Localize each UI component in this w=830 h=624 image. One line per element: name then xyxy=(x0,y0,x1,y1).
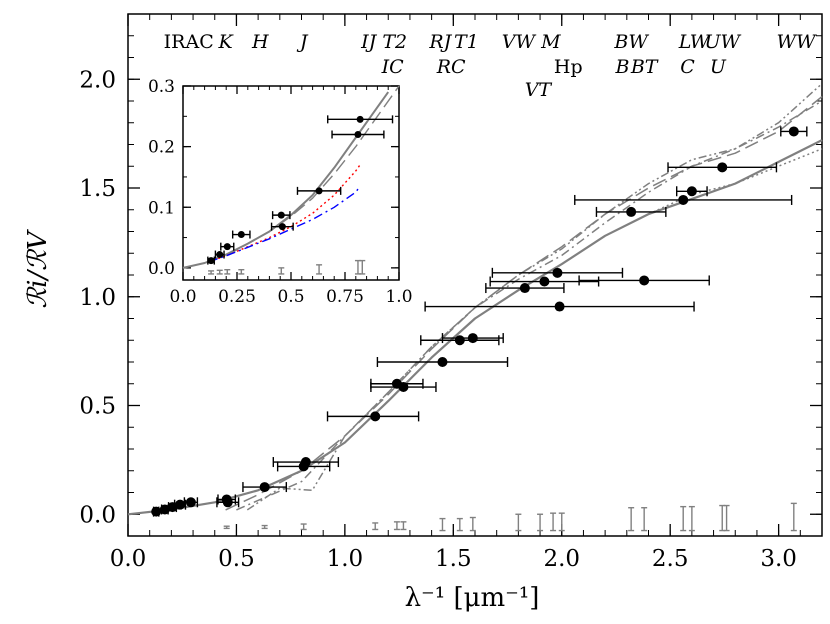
inset-y-tick-label: 0.2 xyxy=(148,138,175,158)
y-tick-label: 0.0 xyxy=(79,502,116,528)
band-label: UW xyxy=(704,31,741,53)
data-point xyxy=(539,276,550,287)
model-curve-solid xyxy=(127,139,823,516)
x-tick-label: 0.0 xyxy=(110,546,147,572)
data-point xyxy=(686,186,697,197)
inset-x-tick-label: 1.0 xyxy=(385,287,412,307)
inset-x-tick-label: 0.25 xyxy=(218,287,256,307)
band-label: RC xyxy=(436,56,466,78)
band-label: Hp xyxy=(554,56,583,78)
model-curve-dotted xyxy=(648,148,823,215)
y-tick-label: 2.0 xyxy=(79,67,116,93)
band-label: H xyxy=(251,31,269,53)
inset-data-point xyxy=(356,115,364,123)
inset-x-tick-label: 0.5 xyxy=(277,287,304,307)
model-curve-dashdotdot xyxy=(246,83,823,511)
x-tick-label: 1.0 xyxy=(327,546,364,572)
inset-plot: 0.0 0.25 0.5 0.75 1.0 0.0 0.1 0.2 0.3 xyxy=(148,77,413,307)
inset-model-curve-dashdot xyxy=(208,185,361,263)
data-point xyxy=(159,504,170,515)
x-axis-label: λ⁻¹ [μm⁻¹] xyxy=(405,583,540,613)
inset-data-point xyxy=(354,131,362,138)
data-point xyxy=(788,126,799,137)
inset-y-tick-label: 0.0 xyxy=(148,259,175,279)
inset-data-point xyxy=(237,231,245,239)
band-label: IJ xyxy=(360,31,378,53)
data-point xyxy=(437,357,448,367)
data-point xyxy=(259,482,270,493)
band-label: BW xyxy=(613,31,649,53)
inset-data-point xyxy=(315,187,323,195)
band-label: T1 xyxy=(454,31,479,53)
band-label: VW xyxy=(502,31,537,53)
x-tick-label: 2.0 xyxy=(543,546,580,572)
inset-data-point xyxy=(278,223,286,231)
band-label: BT xyxy=(630,56,659,78)
inset-data-point xyxy=(207,257,215,265)
x-tick-label: 2.5 xyxy=(652,546,689,572)
x-tick-label: 1.5 xyxy=(435,546,472,572)
y-tick-label: 1.5 xyxy=(79,176,116,202)
data-point xyxy=(717,162,728,173)
band-label: RJ xyxy=(428,31,452,53)
data-point xyxy=(185,497,196,508)
y-tick-label: 1.0 xyxy=(79,285,116,311)
band-label: IC xyxy=(381,56,405,78)
band-label: J xyxy=(296,31,309,53)
band-label: C xyxy=(680,56,695,78)
inset-y-tick-label: 0.3 xyxy=(148,77,175,97)
band-label: U xyxy=(710,56,727,78)
data-point xyxy=(300,457,311,468)
data-point xyxy=(151,506,162,517)
band-label: WW xyxy=(776,31,817,53)
data-point xyxy=(175,499,186,510)
inset-data-point xyxy=(216,251,224,259)
x-tick-label: 3.0 xyxy=(760,546,797,572)
model-curve-longdash xyxy=(225,96,823,511)
data-point xyxy=(454,335,465,346)
inset-x-tick-label: 0.75 xyxy=(326,287,364,307)
band-label: IRAC xyxy=(164,31,214,53)
model-curve-dashdot xyxy=(236,100,823,511)
data-point xyxy=(370,411,381,422)
data-point xyxy=(398,382,409,393)
band-label: B xyxy=(614,56,629,78)
data-point xyxy=(639,275,650,286)
x-tick-label: 0.5 xyxy=(218,546,255,572)
data-point xyxy=(554,301,565,312)
inset-data-point xyxy=(223,243,231,251)
data-point xyxy=(519,283,530,294)
y-axis-label: ℛi/ℛV xyxy=(23,229,53,309)
band-label: M xyxy=(540,31,561,53)
data-point xyxy=(467,333,478,344)
inset-data-point xyxy=(277,211,285,219)
band-label: T2 xyxy=(382,31,407,53)
band-label: LW xyxy=(678,31,711,53)
data-point xyxy=(678,194,689,205)
data-point xyxy=(626,206,637,217)
band-label: VT xyxy=(525,79,553,101)
band-label: K xyxy=(217,31,234,53)
inset-y-tick-label: 0.1 xyxy=(148,198,175,218)
data-point xyxy=(552,267,563,278)
y-tick-label: 0.5 xyxy=(79,394,116,420)
inset-model-curve-longdash xyxy=(225,85,400,257)
inset-x-tick-label: 0.0 xyxy=(169,287,196,307)
data-point xyxy=(222,497,233,508)
